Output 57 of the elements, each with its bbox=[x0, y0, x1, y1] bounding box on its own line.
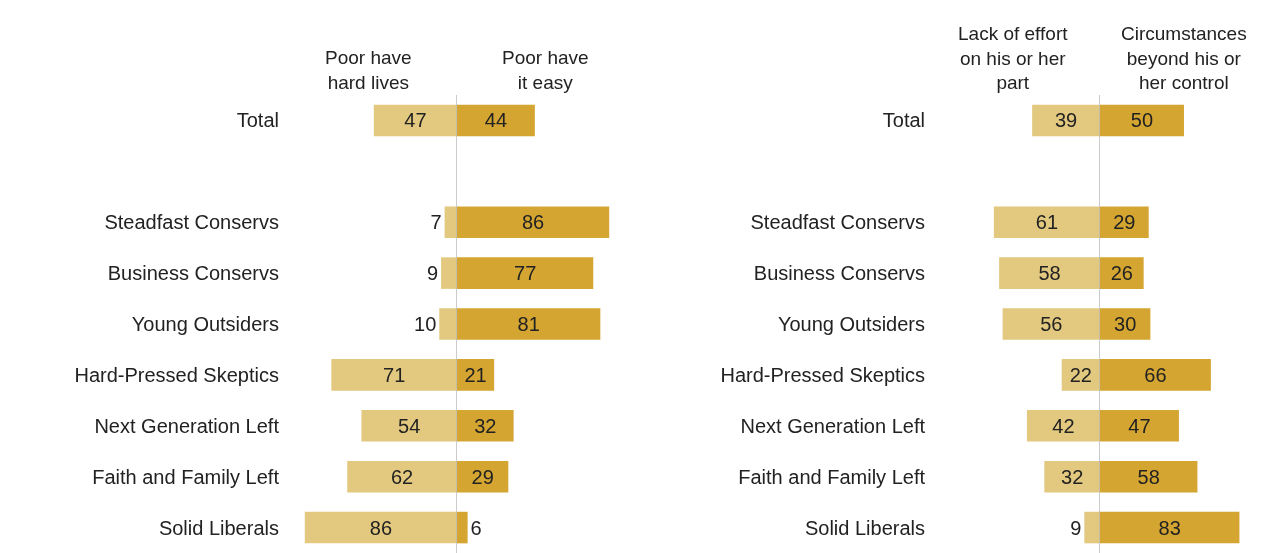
data-label: 47 bbox=[1128, 414, 1151, 437]
data-label: 29 bbox=[471, 465, 494, 488]
data-label: 7 bbox=[430, 211, 442, 234]
y-tick-label: Hard-Pressed Skeptics bbox=[720, 363, 926, 386]
y-tick-label: Steadfast Conservs bbox=[104, 211, 279, 234]
data-label: 61 bbox=[1035, 211, 1059, 234]
y-tick-label: Business Conservs bbox=[753, 262, 926, 285]
series-label: Poor have it easy bbox=[502, 47, 589, 93]
y-tick-label: Young Outsiders bbox=[131, 313, 279, 335]
series-label: Circumstances beyond his or her control bbox=[1121, 23, 1247, 94]
data-label: 10 bbox=[414, 313, 437, 335]
data-label: 32 bbox=[474, 414, 497, 437]
data-label: 77 bbox=[514, 262, 537, 285]
data-label: 39 bbox=[1054, 109, 1078, 132]
data-label: 21 bbox=[464, 363, 487, 386]
data-label: 32 bbox=[1061, 465, 1084, 488]
y-tick-label: Total bbox=[882, 109, 926, 132]
data-label: 6 bbox=[470, 516, 482, 539]
bar bbox=[1084, 511, 1100, 544]
data-label: 86 bbox=[369, 516, 393, 539]
data-label: 58 bbox=[1137, 465, 1160, 488]
data-label: 47 bbox=[404, 109, 427, 132]
data-label: 54 bbox=[398, 414, 421, 437]
data-label: 50 bbox=[1130, 109, 1154, 132]
y-tick-label: Young Outsiders bbox=[777, 313, 926, 335]
data-label: 62 bbox=[390, 465, 414, 488]
data-label: 56 bbox=[1040, 313, 1063, 335]
bar bbox=[439, 308, 457, 340]
y-tick-label: Business Conservs bbox=[107, 262, 279, 285]
y-tick-label: Faith and Family Left bbox=[738, 465, 926, 488]
y-tick-label: Next Generation Left bbox=[740, 414, 926, 437]
y-tick-label: Solid Liberals bbox=[158, 516, 279, 539]
data-label: 42 bbox=[1052, 414, 1075, 437]
series-label: Lack of effort on his or her part bbox=[958, 23, 1069, 94]
bar bbox=[444, 206, 457, 238]
data-label: 86 bbox=[521, 211, 545, 234]
data-label: 44 bbox=[484, 109, 508, 132]
y-tick-label: Total bbox=[236, 109, 279, 132]
data-label: 81 bbox=[517, 313, 540, 335]
data-label: 26 bbox=[1110, 262, 1133, 285]
y-tick-label: Solid Liberals bbox=[804, 516, 926, 539]
bar bbox=[441, 257, 457, 289]
series-label: Poor have hard lives bbox=[325, 47, 412, 93]
data-label: 9 bbox=[426, 262, 439, 285]
bar bbox=[456, 511, 468, 544]
data-label: 29 bbox=[1113, 211, 1136, 234]
data-label: 9 bbox=[1070, 516, 1082, 539]
y-tick-label: Faith and Family Left bbox=[92, 465, 280, 488]
y-tick-label: Hard-Pressed Skeptics bbox=[74, 363, 279, 386]
data-label: 30 bbox=[1114, 313, 1137, 335]
data-label: 66 bbox=[1144, 363, 1167, 386]
data-label: 22 bbox=[1069, 363, 1092, 386]
y-tick-label: Steadfast Conservs bbox=[750, 211, 926, 234]
data-label: 71 bbox=[383, 363, 406, 386]
y-tick-label: Next Generation Left bbox=[94, 414, 280, 437]
data-label: 83 bbox=[1158, 516, 1181, 539]
data-label: 58 bbox=[1038, 262, 1061, 285]
